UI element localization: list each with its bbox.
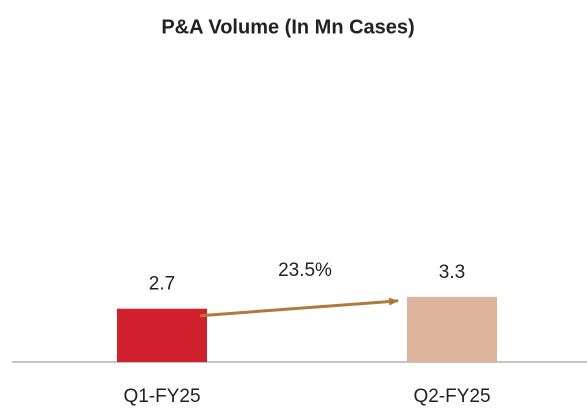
bar	[117, 308, 207, 362]
chart-title: P&A Volume (In Mn Cases)	[161, 16, 414, 38]
bar	[407, 296, 497, 362]
growth-arrow	[199, 297, 399, 318]
x-tick-label: Q1-FY25	[123, 386, 200, 407]
data-label: 3.3	[439, 262, 465, 283]
x-tick-label: Q2-FY25	[413, 386, 490, 407]
growth-annotation: 23.5%	[278, 260, 332, 281]
data-label: 2.7	[149, 274, 175, 295]
